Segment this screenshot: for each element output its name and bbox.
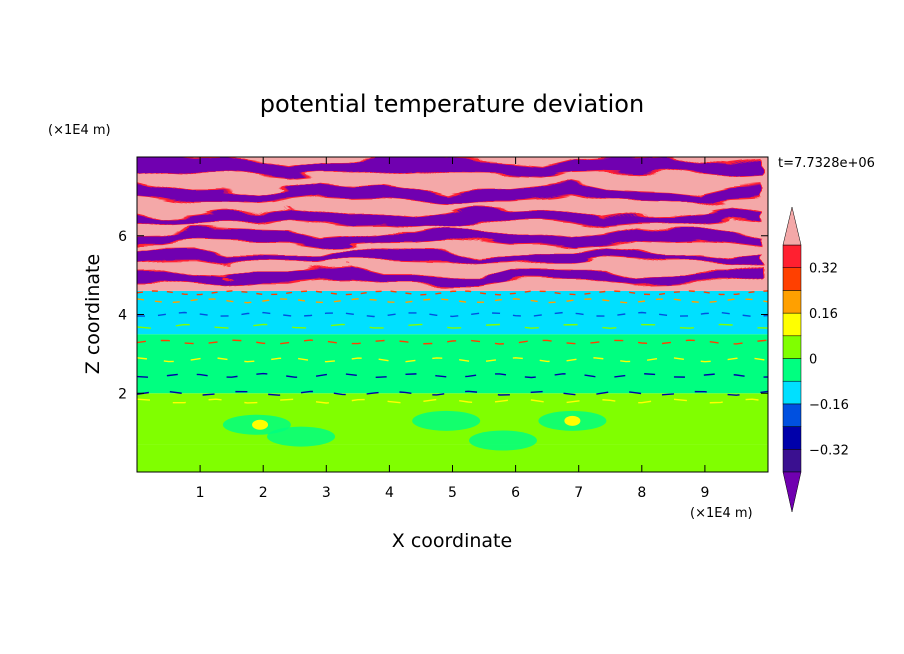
x-tick-label-4: 5 <box>448 485 457 501</box>
field-band-2 <box>137 334 768 394</box>
colorbar-segment-5 <box>782 335 802 359</box>
interface-streak-6 <box>137 390 768 396</box>
colorbar-segment-1 <box>782 426 802 450</box>
y-axis: 2 4 6 <box>118 229 768 402</box>
colorbar-segment-8 <box>782 267 802 291</box>
field-accents <box>137 290 768 451</box>
x-unit-label: (×1E4 m) <box>690 506 753 521</box>
chart-title: potential temperature deviation <box>260 90 644 118</box>
x-tick-label-7: 8 <box>637 485 646 501</box>
x-tick-label-3: 4 <box>385 485 394 501</box>
colorbar-label-0: 0.32 <box>809 262 838 277</box>
colorbar-under-arrow <box>782 471 802 513</box>
interface-streak-8 <box>137 323 768 330</box>
lower-swirl-1 <box>412 410 481 431</box>
y-tick-label-2: 6 <box>118 229 127 245</box>
time-label: t=7.7328e+06 <box>778 156 875 171</box>
cold-layer-0 <box>137 157 763 179</box>
x-tick-label-8: 9 <box>700 485 709 501</box>
x-tick-label-6: 7 <box>574 485 583 501</box>
x-tick-label-5: 6 <box>511 485 520 501</box>
colorbar-segment-9 <box>782 244 802 268</box>
warm-spot-1 <box>564 415 581 426</box>
colorbar-label-1: 0.16 <box>809 307 838 322</box>
y-tick-label-0: 2 <box>118 386 127 402</box>
interface-streak-2 <box>137 311 768 318</box>
colorbar-segment-4 <box>782 358 802 382</box>
colorbar-label-3: −0.16 <box>809 398 849 413</box>
cold-layer-5 <box>137 265 763 287</box>
lower-swirl-3 <box>267 426 336 447</box>
x-tick-label-1: 2 <box>259 485 268 501</box>
y-axis-label: Z coordinate <box>82 254 104 374</box>
warm-spot-0 <box>252 419 269 430</box>
field-bands <box>137 157 768 472</box>
colorbar-label-4: −0.32 <box>809 443 849 458</box>
interface-streak-1 <box>137 298 768 304</box>
colorbar-segment-0 <box>782 449 802 473</box>
colorbar-segment-6 <box>782 312 802 337</box>
y-tick-label-1: 4 <box>118 308 127 324</box>
x-tick-label-0: 1 <box>196 485 205 501</box>
colorbar-over-arrow <box>782 206 802 246</box>
field-band-4 <box>137 157 768 291</box>
x-axis-label: X coordinate <box>392 530 512 552</box>
field-band-3 <box>137 290 768 335</box>
colorbar: 0.32 0.16 0 −0.16 −0.32 <box>782 206 849 513</box>
lower-swirl-4 <box>468 430 537 451</box>
x-axis: 1 2 3 4 5 6 7 8 9 <box>196 157 709 501</box>
cold-layer-2 <box>137 205 763 228</box>
cold-layers <box>137 157 763 287</box>
cold-layer-1 <box>137 180 763 205</box>
y-unit-label: (×1E4 m) <box>48 123 111 138</box>
plot-area <box>137 157 768 472</box>
cold-layer-3 <box>137 225 763 248</box>
interface-streak-0 <box>137 290 768 296</box>
interface-streak-3 <box>137 339 768 345</box>
colorbar-label-2: 0 <box>809 353 817 368</box>
x-tick-label-2: 3 <box>322 485 331 501</box>
colorbar-segment-3 <box>782 380 802 405</box>
colorbar-segment-7 <box>782 290 802 314</box>
colorbar-segment-2 <box>782 403 802 427</box>
cold-layer-4 <box>137 246 763 266</box>
